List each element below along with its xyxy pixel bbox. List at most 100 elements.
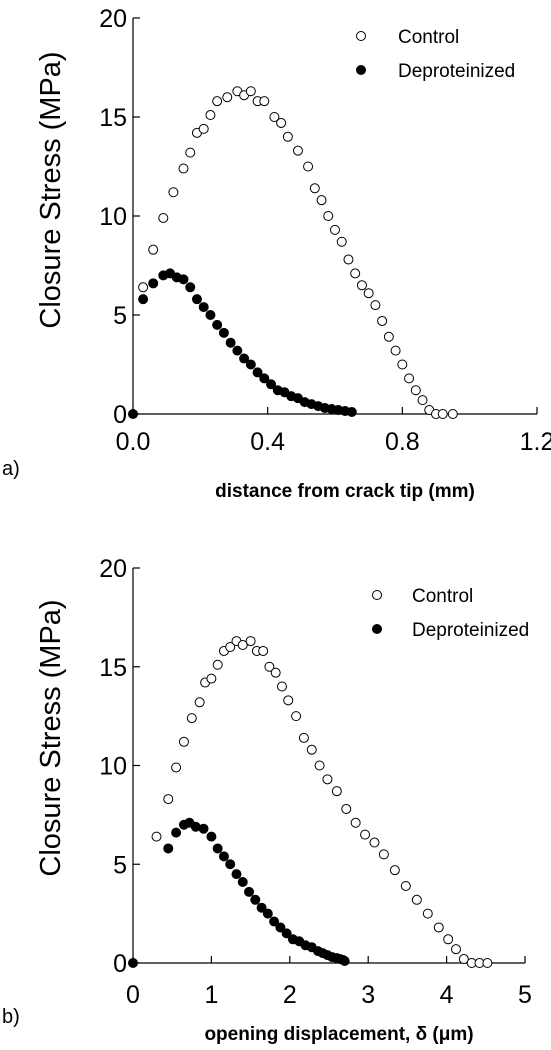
data-point [350,268,361,279]
data-point [212,843,223,854]
data-point [138,282,149,293]
data-point [151,831,162,842]
data-point [400,880,411,891]
data-point [225,642,236,652]
legend-entry: Deproteinized [398,61,515,82]
data-point [323,211,334,221]
data-point [447,409,458,419]
y-tick-label: 0 [113,401,127,429]
data-point [482,958,493,968]
data-point [148,244,159,255]
data-point [283,695,294,706]
data-point [275,922,286,933]
data-point [250,894,261,905]
data-point [171,827,182,838]
data-point [185,147,196,158]
panel-label: a) [2,458,20,480]
y-tick-label: 10 [99,203,127,231]
x-tick-label: 4 [440,981,454,1009]
data-point [281,928,292,939]
x-tick-label: 1.2 [520,428,551,456]
data-point [186,713,197,724]
data-point [222,92,233,103]
data-point [128,958,138,968]
data-point [138,294,149,305]
data-point [383,331,394,342]
data-point [148,278,159,289]
series-deproteinized [128,268,357,419]
data-point [411,894,422,905]
data-point [458,954,469,965]
x-tick-label: 2 [283,981,297,1009]
data-point [256,902,267,913]
series-control [138,86,458,419]
data-point [168,187,179,198]
series-control [151,636,493,968]
data-point [198,823,209,834]
data-point [262,908,273,919]
data-point [336,236,347,247]
data-point [178,274,189,285]
chart-panel-2: 0 5 10 15 20 0 1 2 3 4 5 Closure Stress (MPa) openin… [2,555,532,1045]
data-point [245,359,256,370]
data-point [245,86,256,97]
legend: Control Deproteinized [356,27,515,82]
data-point [339,956,350,967]
data-point [397,359,408,370]
y-tick-label: 5 [113,302,127,330]
y-tick-label: 5 [113,851,127,879]
data-point [218,327,229,338]
legend-marker [372,590,382,600]
data-point [350,817,361,828]
data-point [232,345,243,356]
data-point [346,407,357,418]
data-point [244,886,255,897]
data-point [237,877,248,888]
y-axis-label: Closure Stress (MPa) [35,51,67,328]
x-tick-label: 1 [204,981,218,1009]
data-point [178,736,189,747]
data-point [218,851,229,862]
data-point [245,636,256,647]
legend: Control Deproteinized [372,586,529,641]
data-point [389,865,400,876]
legend-entry: Control [398,27,459,48]
y-tick-label: 15 [99,654,127,682]
legend-entry: Control [412,586,473,607]
data-point [417,395,428,406]
data-point [158,212,169,223]
data-point [451,944,462,955]
y-tick-label: 20 [99,555,127,583]
x-tick-label: 3 [361,981,375,1009]
data-point [128,409,138,419]
data-point [225,859,236,870]
data-point [433,922,444,933]
data-point [206,673,217,684]
data-point [270,667,281,678]
data-point [191,294,202,305]
x-axis-label: distance from crack tip (mm) [215,481,475,502]
data-point [292,145,303,156]
data-point [276,681,287,692]
data-point [316,195,327,206]
series-deproteinized [128,817,350,968]
data-point [378,849,389,860]
data-point [163,794,174,805]
legend-marker [372,624,382,634]
data-point [198,302,209,313]
data-point [276,117,287,128]
data-point [331,786,342,797]
legend-marker [356,31,366,41]
panel-label: b) [2,1006,20,1028]
data-point [264,661,275,672]
data-point [171,762,182,773]
data-point [356,280,367,291]
data-point [410,385,421,396]
data-point [259,96,270,107]
data-point [194,697,205,708]
data-point [237,640,248,651]
x-tick-label: 5 [518,981,532,1009]
legend-marker [356,65,366,75]
data-point [291,711,302,722]
